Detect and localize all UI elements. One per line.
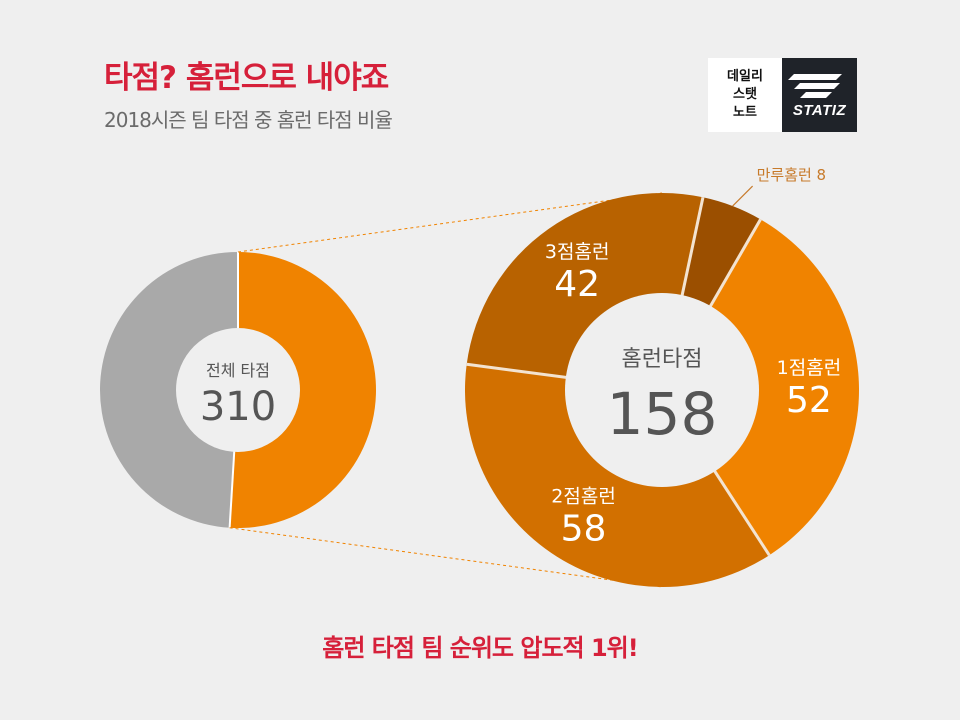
overview-donut-hole [176, 328, 300, 452]
daily-stat-note-badge: 데일리 스탯 노트 [708, 58, 782, 132]
daily-stat-note-logo: 데일리 스탯 노트 STATIZ [708, 58, 857, 132]
slice-label-2: 3점홈런 [545, 241, 610, 263]
breakdown-donut-hole [565, 293, 759, 487]
overview-slice-1 [99, 252, 238, 528]
breakdown-center-value: 158 [607, 380, 718, 448]
connector-line-bottom [229, 527, 663, 588]
overview-center-value: 310 [200, 384, 276, 430]
chart-subtitle: 2018시즌 팀 타점 중 홈런 타점 비율 [104, 108, 393, 132]
logo-line-3: 노트 [733, 105, 757, 120]
breakdown-slice-0 [662, 219, 860, 556]
statiz-stripes-icon [788, 74, 842, 98]
slice-label-1: 2점홈런 [551, 485, 616, 507]
statiz-logo: STATIZ [782, 58, 857, 132]
overview-slice-0 [229, 252, 376, 529]
overview-center-label: 전체 타점 [206, 361, 270, 380]
grand-slam-callout-line [732, 185, 754, 207]
slice-label-0: 1점홈런 [777, 357, 842, 379]
grand-slam-label: 만루홈런 8 [757, 166, 827, 184]
connector-line-top [237, 192, 663, 253]
slice-value-0: 52 [786, 380, 832, 421]
statiz-wordmark: STATIZ [792, 102, 847, 119]
footer-note: 홈런 타점 팀 순위도 압도적 1위! [322, 634, 638, 662]
breakdown-center-label: 홈런타점 [622, 347, 703, 372]
logo-line-2: 스탯 [733, 87, 757, 102]
chart-title: 타점? 홈런으로 내야죠 [104, 60, 389, 96]
slice-value-2: 42 [554, 264, 600, 305]
slice-value-1: 58 [561, 508, 607, 549]
logo-line-1: 데일리 [727, 69, 763, 84]
